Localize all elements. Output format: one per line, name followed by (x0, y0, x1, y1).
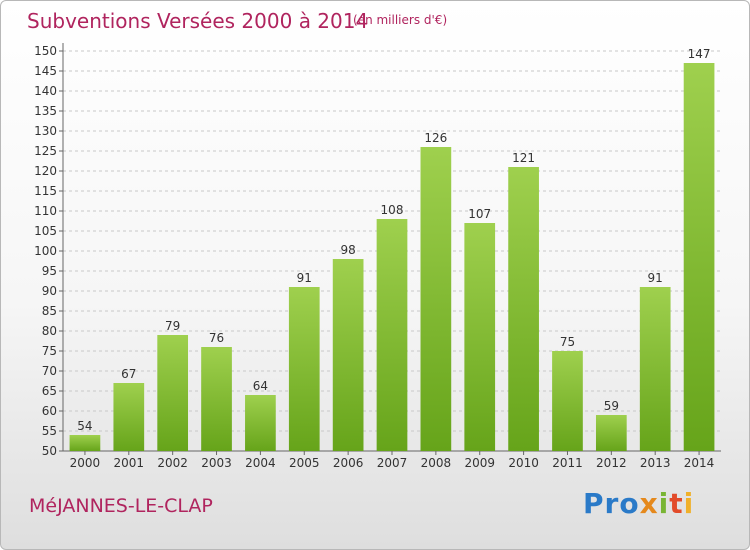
x-tick-label: 2013 (640, 456, 671, 470)
y-tick-label: 95 (42, 264, 57, 278)
bar (508, 167, 539, 451)
y-tick-label: 70 (42, 364, 57, 378)
bar (683, 63, 715, 451)
x-tick-label: 2002 (157, 456, 188, 470)
bars (69, 63, 715, 451)
bar (376, 219, 408, 451)
proxiti-logo: Proxiti (583, 487, 694, 520)
x-tick-label: 2001 (114, 456, 145, 470)
y-tick-label: 65 (42, 384, 57, 398)
bar-value-label: 67 (121, 367, 136, 381)
bar (595, 415, 627, 451)
y-tick-label: 75 (42, 344, 57, 358)
bar-value-label: 59 (604, 399, 619, 413)
bar (420, 147, 452, 451)
data-labels: 54 67 79 76 64 91 98 108 126 107 121 75 59 91 147 (77, 47, 710, 433)
y-tick-label: 140 (34, 84, 57, 98)
y-tick-label: 130 (34, 124, 57, 138)
x-tick-label: 2012 (596, 456, 627, 470)
bar-value-label: 121 (512, 151, 535, 165)
y-tick-label: 55 (42, 424, 57, 438)
bar-value-label: 126 (424, 131, 447, 145)
bar-value-label: 108 (381, 203, 404, 217)
y-tick-label: 115 (34, 184, 57, 198)
bar (201, 347, 232, 451)
y-tick-label: 150 (34, 44, 57, 58)
x-tick-label: 2005 (289, 456, 320, 470)
bar (245, 395, 276, 451)
y-tick-label: 100 (34, 244, 57, 258)
y-tick-label: 80 (42, 324, 57, 338)
y-tick-label: 110 (34, 204, 57, 218)
bar-value-label: 76 (209, 331, 224, 345)
y-tick-label: 90 (42, 284, 57, 298)
bar (552, 351, 583, 451)
y-tick-label: 120 (34, 164, 57, 178)
bar (332, 259, 364, 451)
bar (639, 287, 671, 451)
x-tick-label: 2011 (552, 456, 583, 470)
bar-value-label: 64 (253, 379, 268, 393)
logo-part: i (683, 487, 695, 520)
bar (288, 287, 320, 451)
x-tick-label: 2003 (201, 456, 232, 470)
bar (157, 335, 189, 451)
commune-name: MéJANNES-LE-CLAP (29, 495, 213, 517)
logo-part: t (669, 487, 684, 520)
bar-value-label: 91 (297, 271, 312, 285)
y-tick-label: 85 (42, 304, 57, 318)
y-tick-label: 135 (34, 104, 57, 118)
x-tick-label: 2000 (70, 456, 101, 470)
x-tick-label: 2008 (421, 456, 452, 470)
logo-part: x (639, 487, 659, 520)
bar-value-label: 91 (648, 271, 663, 285)
x-tick-label: 2010 (508, 456, 539, 470)
axes: 50 55 60 65 70 75 80 85 90 95 100 105 110 115 120 125 13… (34, 43, 721, 470)
bar (69, 435, 101, 451)
logo-part: i (658, 487, 670, 520)
x-tick-label: 2007 (377, 456, 408, 470)
bar-value-label: 147 (688, 47, 711, 61)
y-tick-label: 50 (42, 444, 57, 458)
x-tick-label: 2014 (684, 456, 715, 470)
bar-value-label: 75 (560, 335, 575, 349)
y-tick-label: 145 (34, 64, 57, 78)
y-tick-label: 60 (42, 404, 57, 418)
chart-title: Subventions Versées 2000 à 2014 (27, 9, 369, 33)
x-tick-label: 2004 (245, 456, 276, 470)
bar-value-label: 98 (340, 243, 355, 257)
bar-value-label: 54 (77, 419, 92, 433)
x-tick-label: 2006 (333, 456, 364, 470)
chart-subtitle: (en milliers d'€) (353, 13, 448, 27)
logo-part: Pro (583, 487, 640, 520)
y-tick-label: 125 (34, 144, 57, 158)
bar (464, 223, 496, 451)
bar (113, 383, 145, 451)
x-tick-label: 2009 (464, 456, 495, 470)
bar-value-label: 79 (165, 319, 180, 333)
bar-value-label: 107 (468, 207, 491, 221)
y-tick-label: 105 (34, 224, 57, 238)
